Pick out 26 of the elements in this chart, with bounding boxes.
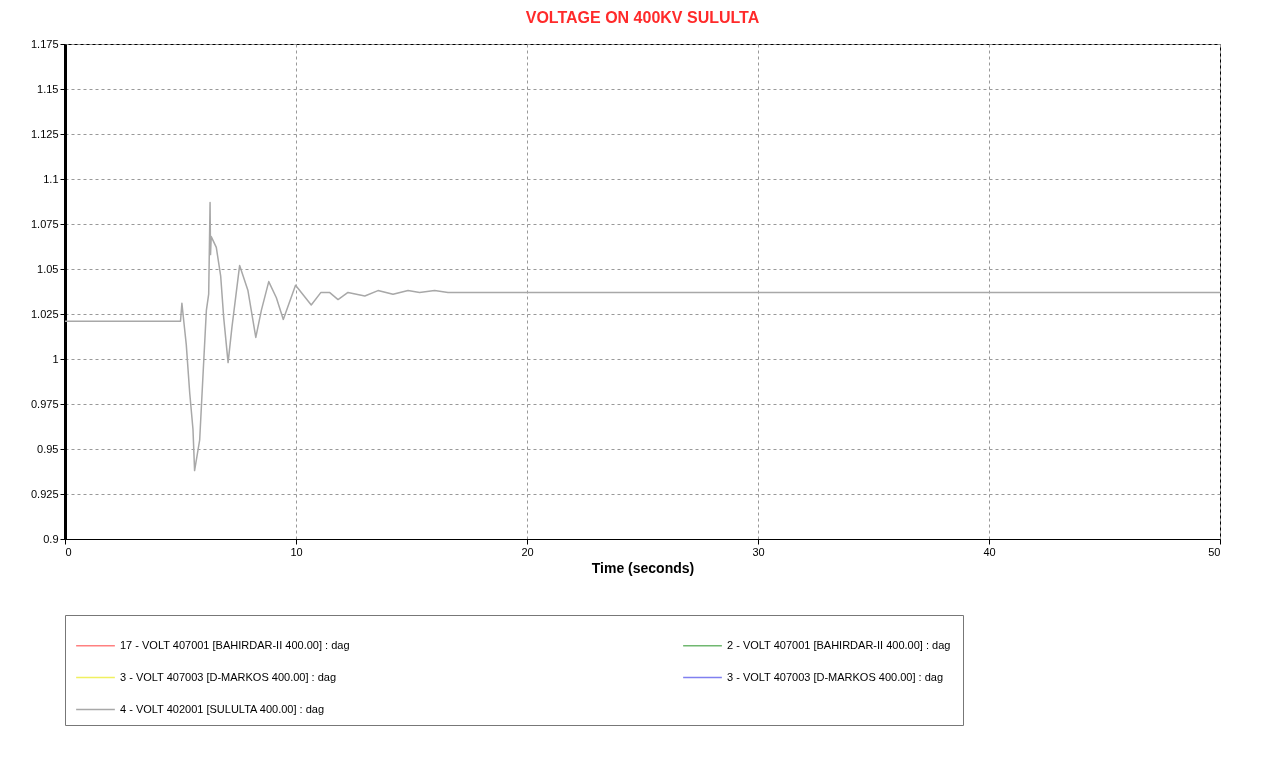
legend-label: 3 - VOLT 407003 [D-MARKOS 400.00] : dag (727, 670, 944, 683)
legend-label: 17 - VOLT 407001 [BAHIRDAR-II 400.00] : dag (120, 638, 350, 651)
legend-label: 2 - VOLT 407001 [BAHIRDAR-II 400.00] : dag (727, 638, 951, 651)
y-tick-label: 1.125 (30, 127, 59, 140)
y-tick-label: 1.025 (30, 307, 59, 320)
y-tick-label: 0.925 (30, 487, 59, 500)
y-tick-label: 1.075 (30, 217, 59, 230)
y-tick-label: 1.1 (43, 172, 59, 185)
x-tick-label: 40 (983, 545, 996, 558)
x-tick-label: 20 (521, 545, 534, 558)
x-tick-label: 50 (1208, 545, 1221, 558)
x-tick-label: 10 (290, 545, 303, 558)
legend-label: 3 - VOLT 407003 [D-MARKOS 400.00] : dag (120, 670, 337, 683)
chart-title: VOLTAGE ON 400KV SULULTA (525, 9, 760, 26)
y-tick-label: 0.95 (37, 442, 59, 455)
y-tick-label: 1.15 (37, 82, 59, 95)
x-axis-title: Time (seconds) (591, 559, 695, 576)
y-tick-label: 1 (52, 352, 59, 365)
y-tick-label: 1.175 (30, 37, 59, 50)
legend-label: 4 - VOLT 402001 [SULULTA 400.00] : dag (120, 702, 325, 715)
y-tick-label: 0.9 (43, 532, 59, 545)
line-series (64, 201, 1221, 472)
y-tick-label: 0.975 (30, 397, 59, 410)
x-tick-label: 0 (65, 545, 72, 558)
y-tick-label: 1.05 (37, 262, 59, 275)
x-tick-label: 30 (752, 545, 765, 558)
